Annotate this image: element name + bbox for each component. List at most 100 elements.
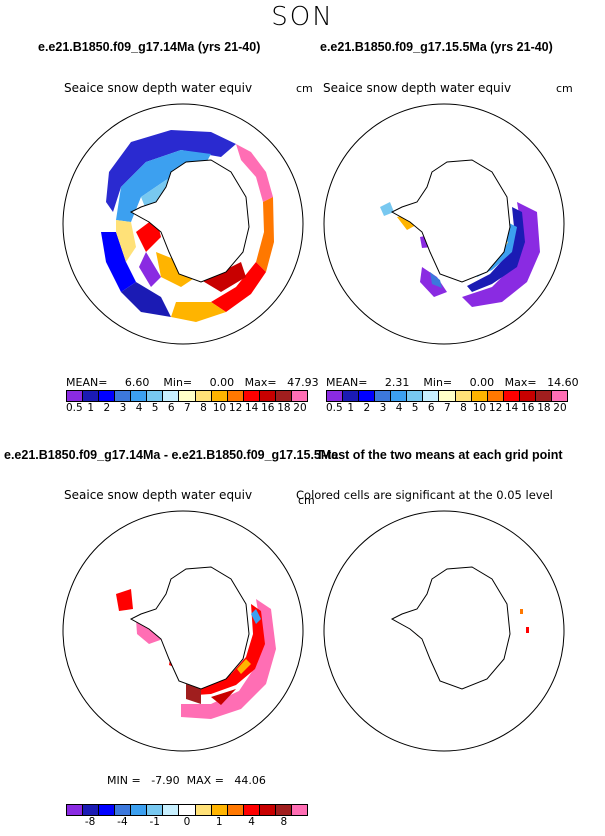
colorbar-swatch [455, 391, 472, 401]
colorbar-swatch [211, 391, 228, 401]
colorbar-swatch [163, 805, 180, 815]
colorbar-tick-label: 2 [363, 402, 371, 414]
colorbar-tick-label: 8 [280, 816, 288, 828]
panel-title-bottom-right: T-test of the two means at each grid poi… [316, 448, 563, 462]
antarctica-outline [390, 159, 511, 283]
colorbar-tick-label: 16 [521, 402, 535, 414]
stats-top-right: MEAN= 2.31 Min= 0.00 Max= 14.60 [326, 376, 579, 389]
colorbar-swatch [343, 391, 360, 401]
colorbar-swatch [519, 391, 536, 401]
colorbar-bottom: -8 -4 -1 0 1 4 8 [66, 804, 308, 828]
colorbar-tick-label: 6 [427, 402, 435, 414]
colorbar-swatch [275, 391, 292, 401]
colorbar-tick-label: 16 [261, 402, 275, 414]
colorbar-swatch [115, 391, 132, 401]
colorbar-tick-label: 6 [167, 402, 175, 414]
colorbar-tick-label: -4 [117, 816, 128, 828]
colorbar-tick-label: 4 [135, 402, 143, 414]
colorbar-swatch [551, 391, 567, 401]
antarctica-outline [390, 566, 511, 690]
colorbar-swatch [179, 391, 196, 401]
colorbar-swatches [66, 390, 308, 402]
colorbar-tick-label: 10 [472, 402, 487, 414]
colorbar-swatch [83, 805, 100, 815]
variable-label-top-right: Seaice snow depth water equiv [323, 81, 512, 95]
map-bottom-right [323, 510, 565, 752]
colorbar-swatch [147, 391, 164, 401]
colorbar-tick-label: 5 [151, 402, 159, 414]
colorbar-swatch [535, 391, 552, 401]
colorbar-tick-label: 20 [553, 402, 567, 414]
colorbar-swatch [243, 391, 260, 401]
map-top-right [323, 103, 565, 345]
colorbar-tick-label: -8 [84, 816, 96, 828]
colorbar-swatch [291, 391, 307, 401]
colorbar-swatch [195, 391, 212, 401]
stats-bottom-left: MIN = -7.90 MAX = 44.06 [107, 774, 266, 787]
colorbar-tick-label: 8 [460, 402, 467, 414]
season-title: SON [271, 2, 334, 32]
min-label: MIN = [107, 774, 141, 787]
colorbar-tick-label: 10 [212, 402, 227, 414]
max-label: MAX = [186, 774, 224, 787]
colorbar-ticks: 0.5 1 2 3 4 5 6 7 8 10 12 14 16 18 20 [326, 402, 568, 414]
colorbar-swatch [487, 391, 504, 401]
colorbar-tick-label: 18 [277, 402, 291, 414]
map-bottom-left [62, 510, 304, 752]
colorbar-swatch [275, 805, 292, 815]
colorbar-swatch [67, 391, 84, 401]
colorbar-ticks: -8 -4 -1 0 1 4 8 [66, 816, 308, 828]
colorbar-tick-label: 3 [119, 402, 127, 414]
colorbar-top-right: 0.5 1 2 3 4 5 6 7 8 10 12 14 16 18 20 [326, 390, 568, 414]
colorbar-tick-label: 0.5 [326, 402, 343, 414]
colorbar-tick-label: 8 [200, 402, 207, 414]
panel-title-top-right: e.e21.B1850.f09_g17.15.5Ma (yrs 21-40) [320, 40, 553, 54]
colorbar-swatch [227, 805, 244, 815]
colorbar-tick-label: 4 [248, 816, 255, 828]
min-value: 0.00 [209, 376, 235, 389]
min-value: 0.00 [469, 376, 495, 389]
colorbar-tick-label: 1 [215, 816, 223, 828]
colorbar-ticks: 0.5 1 2 3 4 5 6 7 8 10 12 14 16 18 20 [66, 402, 308, 414]
colorbar-swatch [99, 391, 116, 401]
variable-label-top-left: Seaice snow depth water equiv [64, 81, 253, 95]
colorbar-swatch [179, 805, 196, 815]
colorbar-tick-label: 3 [379, 402, 387, 414]
units-label-top-left: cm [296, 82, 313, 95]
colorbar-top-left: 0.5 1 2 3 4 5 6 7 8 10 12 14 16 18 20 [66, 390, 308, 414]
colorbar-swatches [66, 804, 308, 816]
colorbar-swatch [243, 805, 260, 815]
mean-label: MEAN= [66, 376, 108, 389]
min-value: -7.90 [151, 774, 180, 787]
colorbar-swatch [147, 805, 164, 815]
mean-value: 2.31 [384, 376, 410, 389]
colorbar-swatch [291, 805, 307, 815]
colorbar-tick-label: 14 [245, 402, 259, 414]
colorbar-tick-label: -1 [149, 816, 160, 828]
colorbar-swatch [375, 391, 392, 401]
significance-note: Colored cells are significant at the 0.0… [296, 488, 553, 502]
panel-title-bottom-left: e.e21.B1850.f09_g17.14Ma - e.e21.B1850.f… [4, 448, 339, 462]
antarctica-outline [129, 566, 250, 690]
panel-title-top-left: e.e21.B1850.f09_g17.14Ma (yrs 21-40) [38, 40, 261, 54]
colorbar-swatch [131, 391, 148, 401]
max-label: Max= [504, 376, 537, 389]
colorbar-swatch [131, 805, 148, 815]
colorbar-swatch [423, 391, 440, 401]
colorbar-swatch [407, 391, 424, 401]
colorbar-tick-label: 18 [537, 402, 551, 414]
colorbar-swatch [327, 391, 344, 401]
colorbar-swatch [163, 391, 180, 401]
colorbar-swatch [227, 391, 244, 401]
colorbar-tick-label: 1 [87, 402, 95, 414]
colorbar-swatch [211, 805, 228, 815]
colorbar-swatch [67, 805, 84, 815]
colorbar-tick-label: 4 [395, 402, 403, 414]
colorbar-tick-label: 5 [411, 402, 419, 414]
colorbar-swatch [259, 805, 276, 815]
min-label: Min= [423, 376, 453, 389]
colorbar-tick-label: 7 [443, 402, 451, 414]
colorbar-swatch [115, 805, 132, 815]
antarctica-outline [129, 159, 250, 283]
colorbar-swatch [195, 805, 212, 815]
